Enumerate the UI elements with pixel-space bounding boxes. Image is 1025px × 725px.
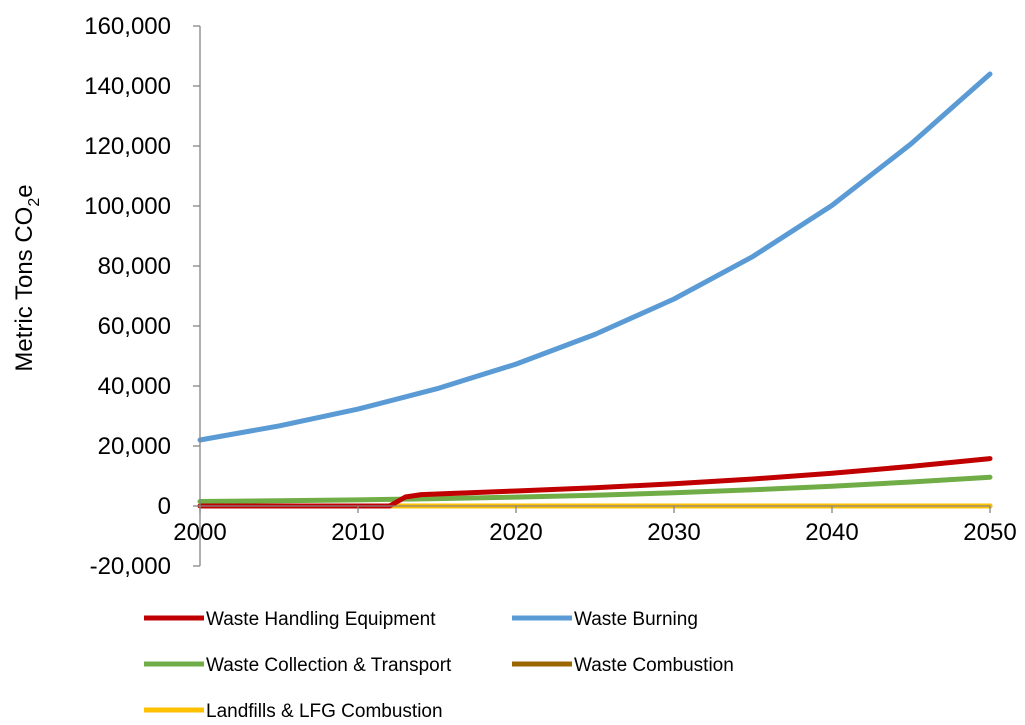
x-tick-label: 2000 (173, 519, 226, 546)
y-tick-label: 20,000 (98, 433, 171, 460)
x-tick-label: 2030 (647, 519, 700, 546)
legend-label: Waste Burning (574, 609, 698, 630)
y-tick-label: 40,000 (98, 373, 171, 400)
y-tick-label: 120,000 (84, 133, 171, 160)
x-tick-label: 2040 (805, 519, 858, 546)
legend-label: Landfills & LFG Combustion (206, 701, 443, 722)
legend-item-waste-burning: Waste Burning (512, 609, 698, 630)
legend-item-waste-collection-and-transport: Waste Collection & Transport (144, 655, 452, 676)
legend-item-waste-combustion: Waste Combustion (512, 655, 734, 676)
y-axis-title-subscript: 2 (26, 198, 43, 207)
y-tick-label: 0 (158, 493, 171, 520)
y-tick-label: 140,000 (84, 73, 171, 100)
x-tick-label: 2020 (489, 519, 542, 546)
legend-item-landfills-and-lfg-combustion: Landfills & LFG Combustion (144, 701, 443, 722)
axes: 160,000 140,000 120,000 100,000 80,000 60,000… (84, 13, 1016, 580)
legend-label: Waste Handling Equipment (206, 609, 436, 630)
series-line-waste-collection-and-transport (197, 474, 993, 504)
x-tick-label: 2050 (963, 519, 1016, 546)
y-tick-label: -20,000 (90, 553, 171, 580)
legend-label: Waste Collection & Transport (206, 655, 452, 676)
y-tick-label: 160,000 (84, 13, 171, 40)
legend: Waste Handling Equipment Waste Burning Was… (144, 609, 734, 722)
y-tick-label: 80,000 (98, 253, 171, 280)
series-line-waste-burning (197, 71, 993, 443)
y-axis-title-prefix: Metric Tons CO (11, 207, 38, 372)
y-axis-title-suffix: e (11, 184, 38, 197)
y-tick-label: 60,000 (98, 313, 171, 340)
plot-area (197, 71, 993, 509)
y-tick-label: 100,000 (84, 193, 171, 220)
legend-item-waste-handling-equipment: Waste Handling Equipment (144, 609, 436, 630)
x-tick-label: 2010 (331, 519, 384, 546)
y-axis-title: Metric Tons CO2e (11, 184, 43, 371)
legend-label: Waste Combustion (574, 655, 734, 676)
